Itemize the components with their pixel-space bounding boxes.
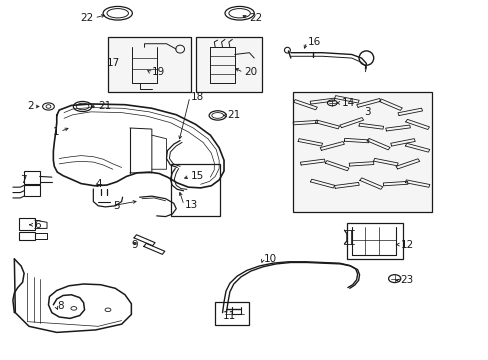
Bar: [19, 232, 35, 240]
Text: 23: 23: [400, 275, 413, 285]
Text: 15: 15: [190, 171, 203, 181]
Text: 19: 19: [152, 67, 165, 77]
Bar: [195, 37, 261, 92]
Bar: [346, 223, 402, 259]
Text: 21: 21: [98, 102, 111, 112]
Text: 22: 22: [80, 13, 93, 23]
Bar: [215, 302, 249, 325]
Text: 12: 12: [400, 239, 413, 249]
Bar: [293, 92, 431, 212]
Bar: [24, 171, 40, 184]
Text: 17: 17: [107, 58, 120, 68]
Text: 8: 8: [57, 301, 63, 311]
Text: 1: 1: [53, 127, 59, 136]
Text: 13: 13: [184, 200, 198, 210]
Text: 22: 22: [249, 13, 262, 23]
Text: 4: 4: [96, 179, 102, 189]
Text: 21: 21: [227, 111, 240, 121]
Text: 7: 7: [20, 175, 27, 185]
Text: 3: 3: [363, 107, 370, 117]
Text: 14: 14: [341, 98, 355, 108]
Text: 9: 9: [131, 239, 138, 249]
Text: 5: 5: [113, 201, 119, 211]
Bar: [171, 164, 220, 216]
Text: 18: 18: [190, 92, 203, 102]
Text: 2: 2: [27, 102, 34, 112]
Text: 20: 20: [244, 67, 257, 77]
Bar: [24, 185, 40, 196]
Text: 16: 16: [307, 37, 321, 47]
Text: 11: 11: [222, 311, 235, 321]
Text: 6: 6: [34, 220, 41, 230]
Bar: [108, 37, 190, 92]
Bar: [19, 218, 35, 230]
Text: 10: 10: [264, 254, 277, 264]
